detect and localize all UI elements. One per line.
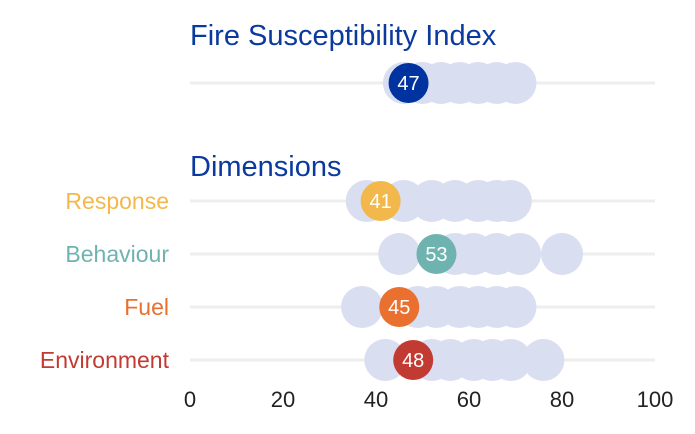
row-label-environment: Environment	[40, 347, 170, 373]
chart-title: Fire Susceptibility Index	[190, 20, 497, 52]
background-dot	[494, 62, 537, 104]
background-dot	[489, 339, 532, 381]
row-label-behaviour: Behaviour	[65, 241, 169, 267]
background-dot	[494, 286, 537, 328]
x-tick-label: 100	[637, 387, 674, 412]
value-label-fuel: 45	[388, 297, 410, 319]
row-response: 41 Response	[65, 180, 655, 222]
row-environment: 48 Environment	[40, 339, 655, 381]
value-label-behaviour: 53	[425, 244, 447, 266]
background-dot	[522, 339, 565, 381]
background-dot	[378, 233, 421, 275]
background-dot	[341, 286, 384, 328]
x-tick-label: 40	[364, 387, 388, 412]
value-label-fire-index: 47	[397, 73, 419, 95]
x-tick-label: 0	[184, 387, 196, 412]
section-title-dimensions: Dimensions	[190, 151, 342, 183]
value-dot-environment	[393, 340, 434, 380]
value-dot-fuel	[379, 287, 420, 327]
value-label-response: 41	[370, 191, 392, 213]
value-label-environment: 48	[402, 350, 424, 372]
dot-rows: 47 41 Response 53 Behaviour 45 Fuel 48 Environme…	[40, 62, 655, 381]
background-dot	[499, 233, 542, 275]
row-fire-index: 47	[190, 62, 655, 104]
value-dot-fire-index	[388, 63, 429, 103]
background-dot	[489, 180, 532, 222]
row-label-response: Response	[65, 188, 169, 214]
value-dot-behaviour	[416, 234, 457, 274]
row-label-fuel: Fuel	[124, 294, 169, 320]
row-behaviour: 53 Behaviour	[65, 233, 655, 275]
x-axis: 0 20 40 60 80 100	[184, 387, 673, 412]
background-dot	[541, 233, 583, 275]
x-tick-label: 20	[271, 387, 295, 412]
background-dot	[364, 339, 407, 381]
x-tick-label: 80	[550, 387, 574, 412]
x-tick-label: 60	[457, 387, 481, 412]
value-dot-response	[360, 181, 401, 221]
row-fuel: 45 Fuel	[124, 286, 655, 328]
